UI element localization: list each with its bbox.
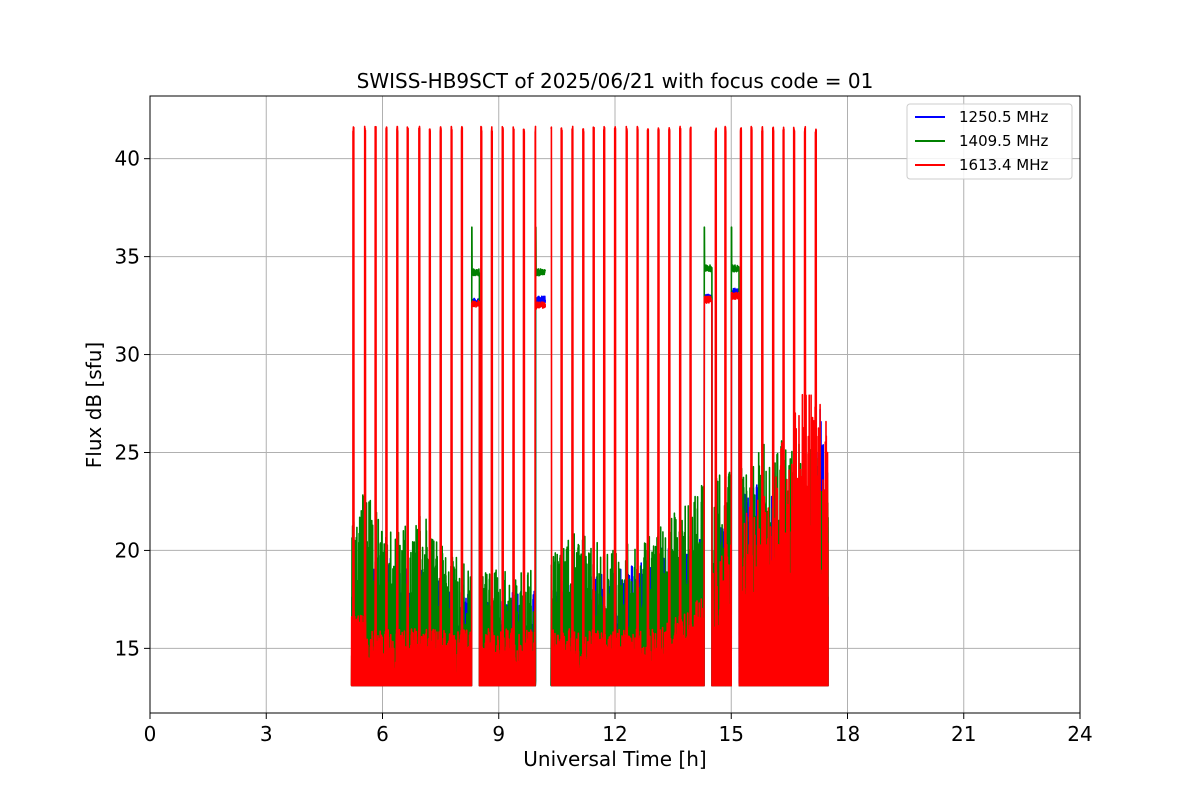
y-tick-label: 40 <box>115 147 140 171</box>
x-tick-label: 24 <box>1067 722 1092 746</box>
x-tick-label: 9 <box>492 722 505 746</box>
x-tick-label: 15 <box>719 722 744 746</box>
y-tick-label: 20 <box>115 538 140 562</box>
axes: 0 3 6 9 12 15 18 21 24 15 20 25 30 35 40 <box>115 147 1093 746</box>
x-tick-label: 12 <box>602 722 627 746</box>
x-tick-label: 0 <box>144 722 157 746</box>
x-tick-label: 21 <box>951 722 976 746</box>
y-tick-label: 15 <box>115 636 140 660</box>
x-tick-label: 3 <box>260 722 273 746</box>
series-line <box>350 125 829 687</box>
legend-entry: 1250.5 MHz <box>959 108 1048 126</box>
legend-entry: 1409.5 MHz <box>959 132 1048 150</box>
y-tick-label: 25 <box>115 440 140 464</box>
legend: 1250.5 MHz 1409.5 MHz 1613.4 MHz <box>906 103 1073 180</box>
x-tick-label: 6 <box>376 722 389 746</box>
x-tick-label: 18 <box>835 722 860 746</box>
legend-entry: 1613.4 MHz <box>959 156 1048 174</box>
data-series <box>350 125 829 687</box>
legend-box <box>906 103 1073 180</box>
chart-title: SWISS-HB9SCT of 2025/06/21 with focus co… <box>357 69 874 93</box>
y-axis-label: Flux dB [sfu] <box>82 342 106 468</box>
y-tick-label: 35 <box>115 245 140 269</box>
x-axis-label: Universal Time [h] <box>523 747 706 771</box>
y-tick-label: 30 <box>115 343 140 367</box>
